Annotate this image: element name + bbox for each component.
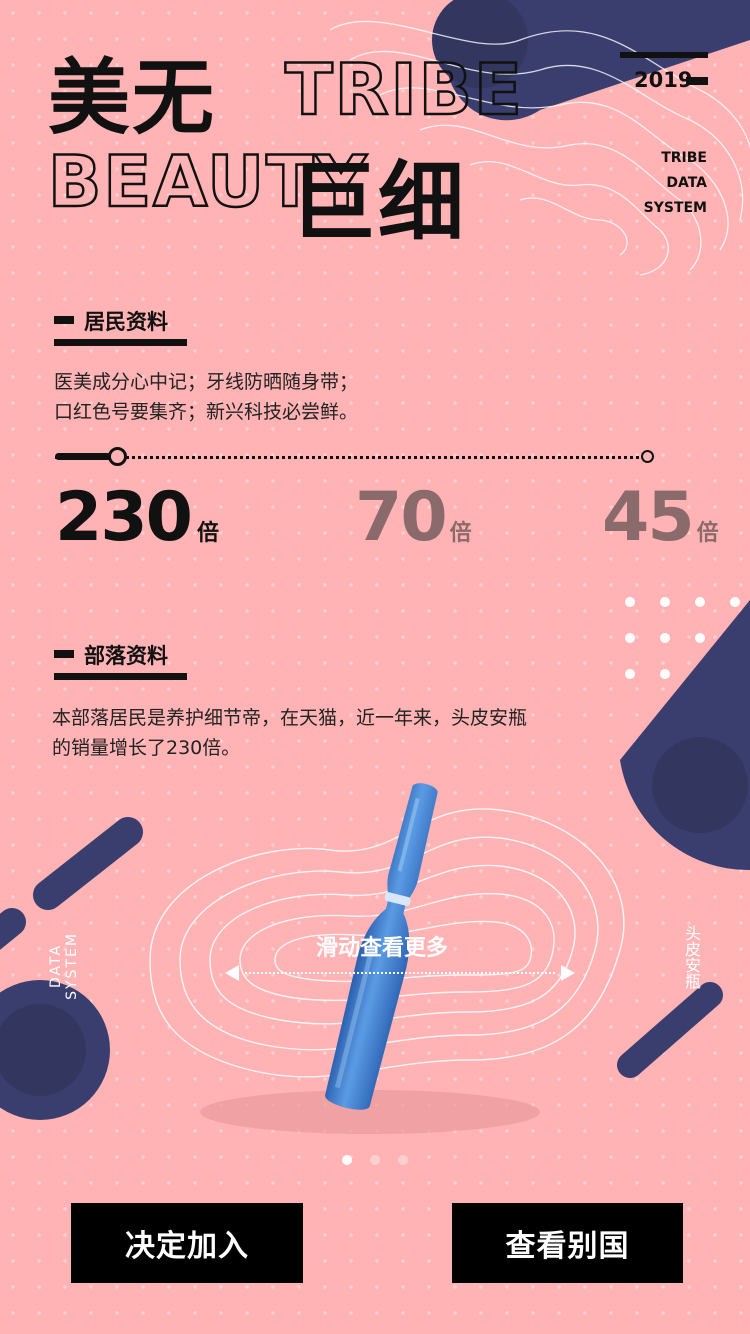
side-text: TRIBE DATA SYSTEM [644, 146, 707, 221]
resident-line: 医美成分心中记；牙线防晒随身带； [54, 371, 359, 393]
arrow-right-icon[interactable] [561, 965, 575, 981]
progress-slider[interactable] [55, 446, 655, 468]
slider-fill [55, 453, 114, 460]
resident-title: 居民资料 [84, 310, 168, 334]
stat-3: 45 倍 [602, 484, 719, 552]
side-text-tribe: TRIBE [661, 150, 707, 166]
carousel-dot[interactable] [370, 1155, 380, 1165]
product-name-vertical: 头皮安瓶 [680, 925, 701, 989]
swipe-arrows [225, 963, 575, 983]
stat-value: 230 [55, 478, 193, 557]
stat-value: 70 [355, 478, 448, 557]
slider-end-marker [641, 450, 654, 463]
carousel-dot[interactable] [398, 1155, 408, 1165]
section-marker-tribe [54, 650, 74, 658]
tribe-underline [54, 673, 187, 680]
title-en-top: TRIBE [284, 49, 524, 131]
stat-2: 70 倍 [355, 484, 472, 552]
stat-value: 45 [602, 478, 695, 557]
year-dash [686, 77, 708, 85]
swipe-hint-text: 滑动查看更多 [316, 936, 449, 961]
view-other-button[interactable]: 查看别国 [452, 1203, 683, 1283]
year-label: 2019 [634, 68, 693, 92]
resident-line: 口红色号要集齐；新兴科技必尝鲜。 [54, 401, 359, 423]
product-name-chars: 头皮安瓶 [682, 925, 701, 989]
stat-unit: 倍 [196, 521, 219, 546]
title-cn-bottom: 巨细 [290, 153, 466, 253]
year-top-bar [620, 52, 708, 58]
slider-track [55, 456, 645, 459]
tribe-line: 的销量增长了230倍。 [52, 737, 241, 759]
stat-1: 230 倍 [55, 484, 219, 552]
stat-unit: 倍 [449, 521, 472, 546]
data-system-vertical-label: DATA SYSTEM [48, 932, 80, 1000]
resident-text: 医美成分心中记；牙线防晒随身带； 口红色号要集齐；新兴科技必尝鲜。 [54, 367, 358, 427]
stat-unit: 倍 [696, 521, 719, 546]
join-button[interactable]: 决定加入 [71, 1203, 303, 1283]
resident-underline [54, 339, 187, 346]
ampoule-image [325, 783, 438, 1110]
tribe-text: 本部落居民是养护细节帝，在天猫，近一年来，头皮安瓶 的销量增长了230倍。 [52, 703, 527, 763]
title-cn-top: 美无 [48, 51, 217, 146]
side-text-data: DATA [666, 175, 707, 191]
slider-handle[interactable] [108, 447, 127, 466]
carousel-dot[interactable] [342, 1155, 352, 1165]
arrow-left-icon[interactable] [225, 965, 239, 981]
tribe-title: 部落资料 [84, 644, 168, 668]
section-marker-resident [54, 316, 74, 324]
side-text-system: SYSTEM [643, 200, 707, 216]
tribe-line: 本部落居民是养护细节帝，在天猫，近一年来，头皮安瓶 [52, 707, 528, 729]
swipe-dotted-line [245, 972, 555, 974]
title-en-bottom: BEAUTY [47, 141, 369, 223]
